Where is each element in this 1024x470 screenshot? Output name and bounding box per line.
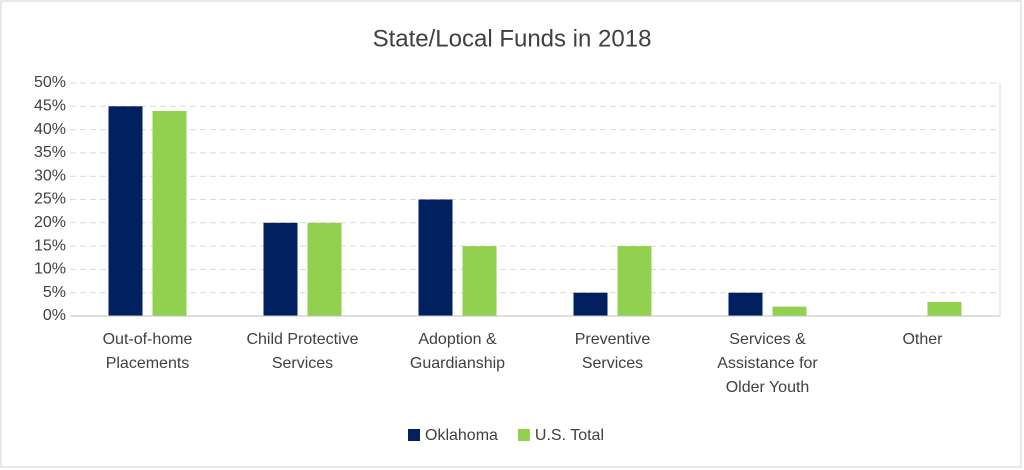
y-tick-label: 40% — [34, 121, 66, 138]
y-tick-label: 35% — [34, 144, 66, 161]
legend-label: Oklahoma — [425, 427, 498, 444]
y-tick-label: 45% — [34, 98, 66, 115]
bar — [772, 306, 807, 316]
bar — [263, 222, 298, 316]
y-tick-label: 25% — [34, 191, 66, 208]
bar — [462, 246, 497, 316]
bar — [307, 222, 342, 316]
y-tick-label: 5% — [43, 284, 66, 301]
legend-swatch — [408, 429, 420, 441]
legend-swatch — [517, 429, 530, 441]
x-tick-label: Adoption & Guardianship — [409, 331, 506, 372]
bar — [108, 106, 143, 316]
legend-label: U.S. Total — [535, 427, 604, 444]
x-tick-label: Services & Assistance for Older Youth — [717, 331, 818, 396]
bar — [573, 292, 608, 316]
y-tick-label: 30% — [34, 167, 66, 184]
y-tick-label: 50% — [34, 74, 66, 91]
bar — [728, 292, 763, 316]
y-tick-label: 0% — [43, 307, 66, 324]
bar — [152, 110, 187, 317]
bar — [617, 246, 652, 316]
bar — [927, 302, 962, 316]
bar — [418, 199, 453, 316]
x-tick-label: Other — [902, 331, 943, 348]
y-tick-label: 10% — [34, 261, 66, 278]
x-tick-label: Out-of-home Placements — [102, 331, 193, 372]
y-tick-label: 20% — [34, 214, 66, 231]
chart-title: State/Local Funds in 2018 — [373, 25, 652, 52]
y-tick-label: 15% — [34, 237, 66, 254]
x-tick-label: Child Protective Services — [246, 331, 359, 372]
x-tick-label: Preventive Services — [574, 331, 651, 372]
